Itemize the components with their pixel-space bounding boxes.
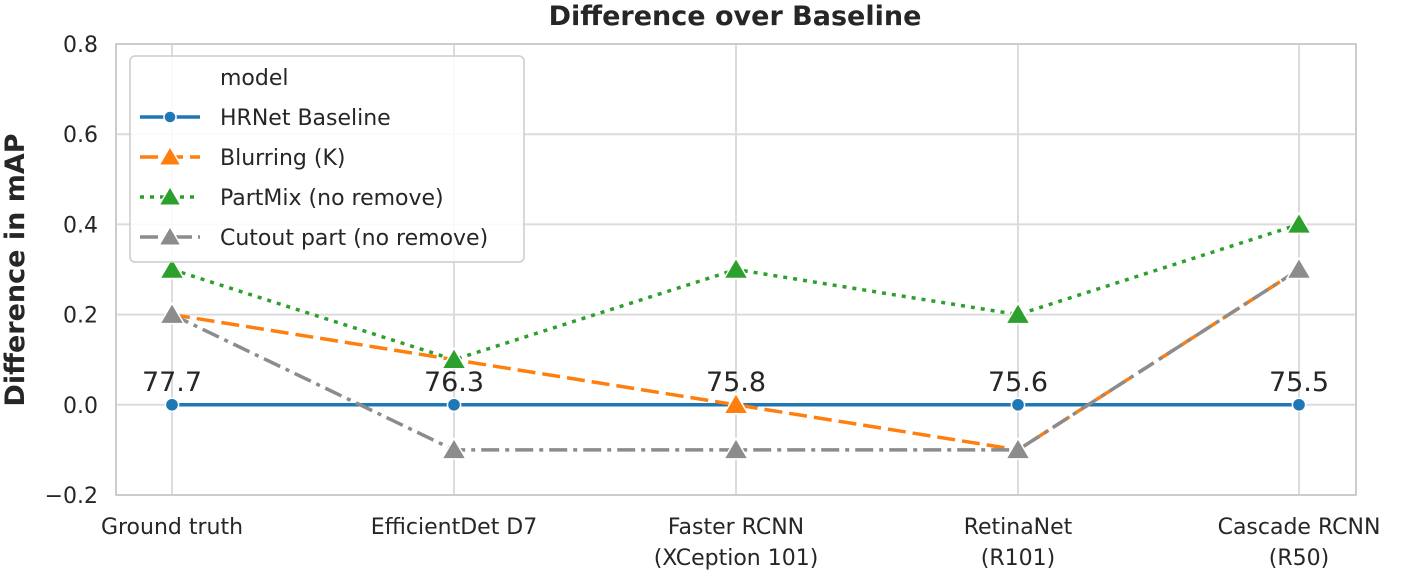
data-point — [164, 397, 180, 413]
y-tick-label: 0.6 — [63, 123, 98, 148]
data-point — [158, 301, 186, 325]
x-tick-label: (R101) — [981, 546, 1055, 571]
data-point — [722, 256, 750, 280]
legend-title: model — [220, 66, 289, 91]
x-tick-label: Cascade RCNN — [1218, 515, 1381, 540]
chart-title: Difference over Baseline — [549, 1, 922, 32]
series-line — [171, 268, 1300, 452]
legend-label: PartMix (no remove) — [220, 186, 444, 211]
y-axis-label: Difference in mAP — [0, 133, 31, 406]
data-point — [722, 391, 750, 415]
y-tick-label: 0.2 — [63, 304, 98, 329]
legend-marker — [163, 110, 177, 124]
data-label: 77.7 — [142, 367, 202, 398]
data-point — [1291, 397, 1307, 413]
legend-label: HRNet Baseline — [220, 106, 391, 131]
data-point — [158, 256, 186, 280]
data-point — [1285, 256, 1313, 280]
legend-marker — [157, 185, 183, 206]
data-point — [440, 346, 468, 370]
data-point — [1285, 211, 1313, 235]
legend-label: Blurring (K) — [220, 146, 345, 171]
legend-marker — [157, 225, 183, 246]
data-point — [1004, 437, 1032, 460]
y-tick-label: 0.0 — [63, 394, 98, 419]
legend-marker — [157, 145, 183, 166]
legend-box — [129, 55, 525, 263]
x-tick-label: Ground truth — [101, 515, 243, 540]
y-tick-label: −0.2 — [45, 484, 98, 509]
x-tick-label: (R50) — [1269, 546, 1329, 571]
x-tick-label: (XCeption 101) — [654, 546, 819, 571]
y-tick-label: 0.8 — [63, 33, 98, 58]
data-label: 76.3 — [424, 367, 484, 398]
data-point — [1004, 301, 1032, 325]
data-label: 75.6 — [988, 367, 1048, 398]
legend: model HRNet Baseline Blurring (K) PartMix (… — [129, 55, 525, 263]
data-label: 75.5 — [1269, 367, 1329, 398]
x-tick-label: EfficientDet D7 — [371, 515, 538, 540]
data-point — [440, 437, 468, 460]
data-point — [722, 437, 750, 460]
y-tick-label: 0.4 — [63, 213, 98, 238]
plot-frame — [115, 43, 1357, 496]
plot-area: −0.2 0.0 0.2 0.4 0.6 0.8 Ground truth Efficient… — [45, 33, 1381, 571]
legend-label: Cutout part (no remove) — [220, 226, 488, 251]
data-point — [1010, 397, 1026, 413]
data-label: 75.8 — [706, 367, 766, 398]
x-tick-label: RetinaNet — [964, 515, 1073, 540]
x-tick-label: Faster RCNN — [668, 515, 804, 540]
data-point — [446, 397, 462, 413]
